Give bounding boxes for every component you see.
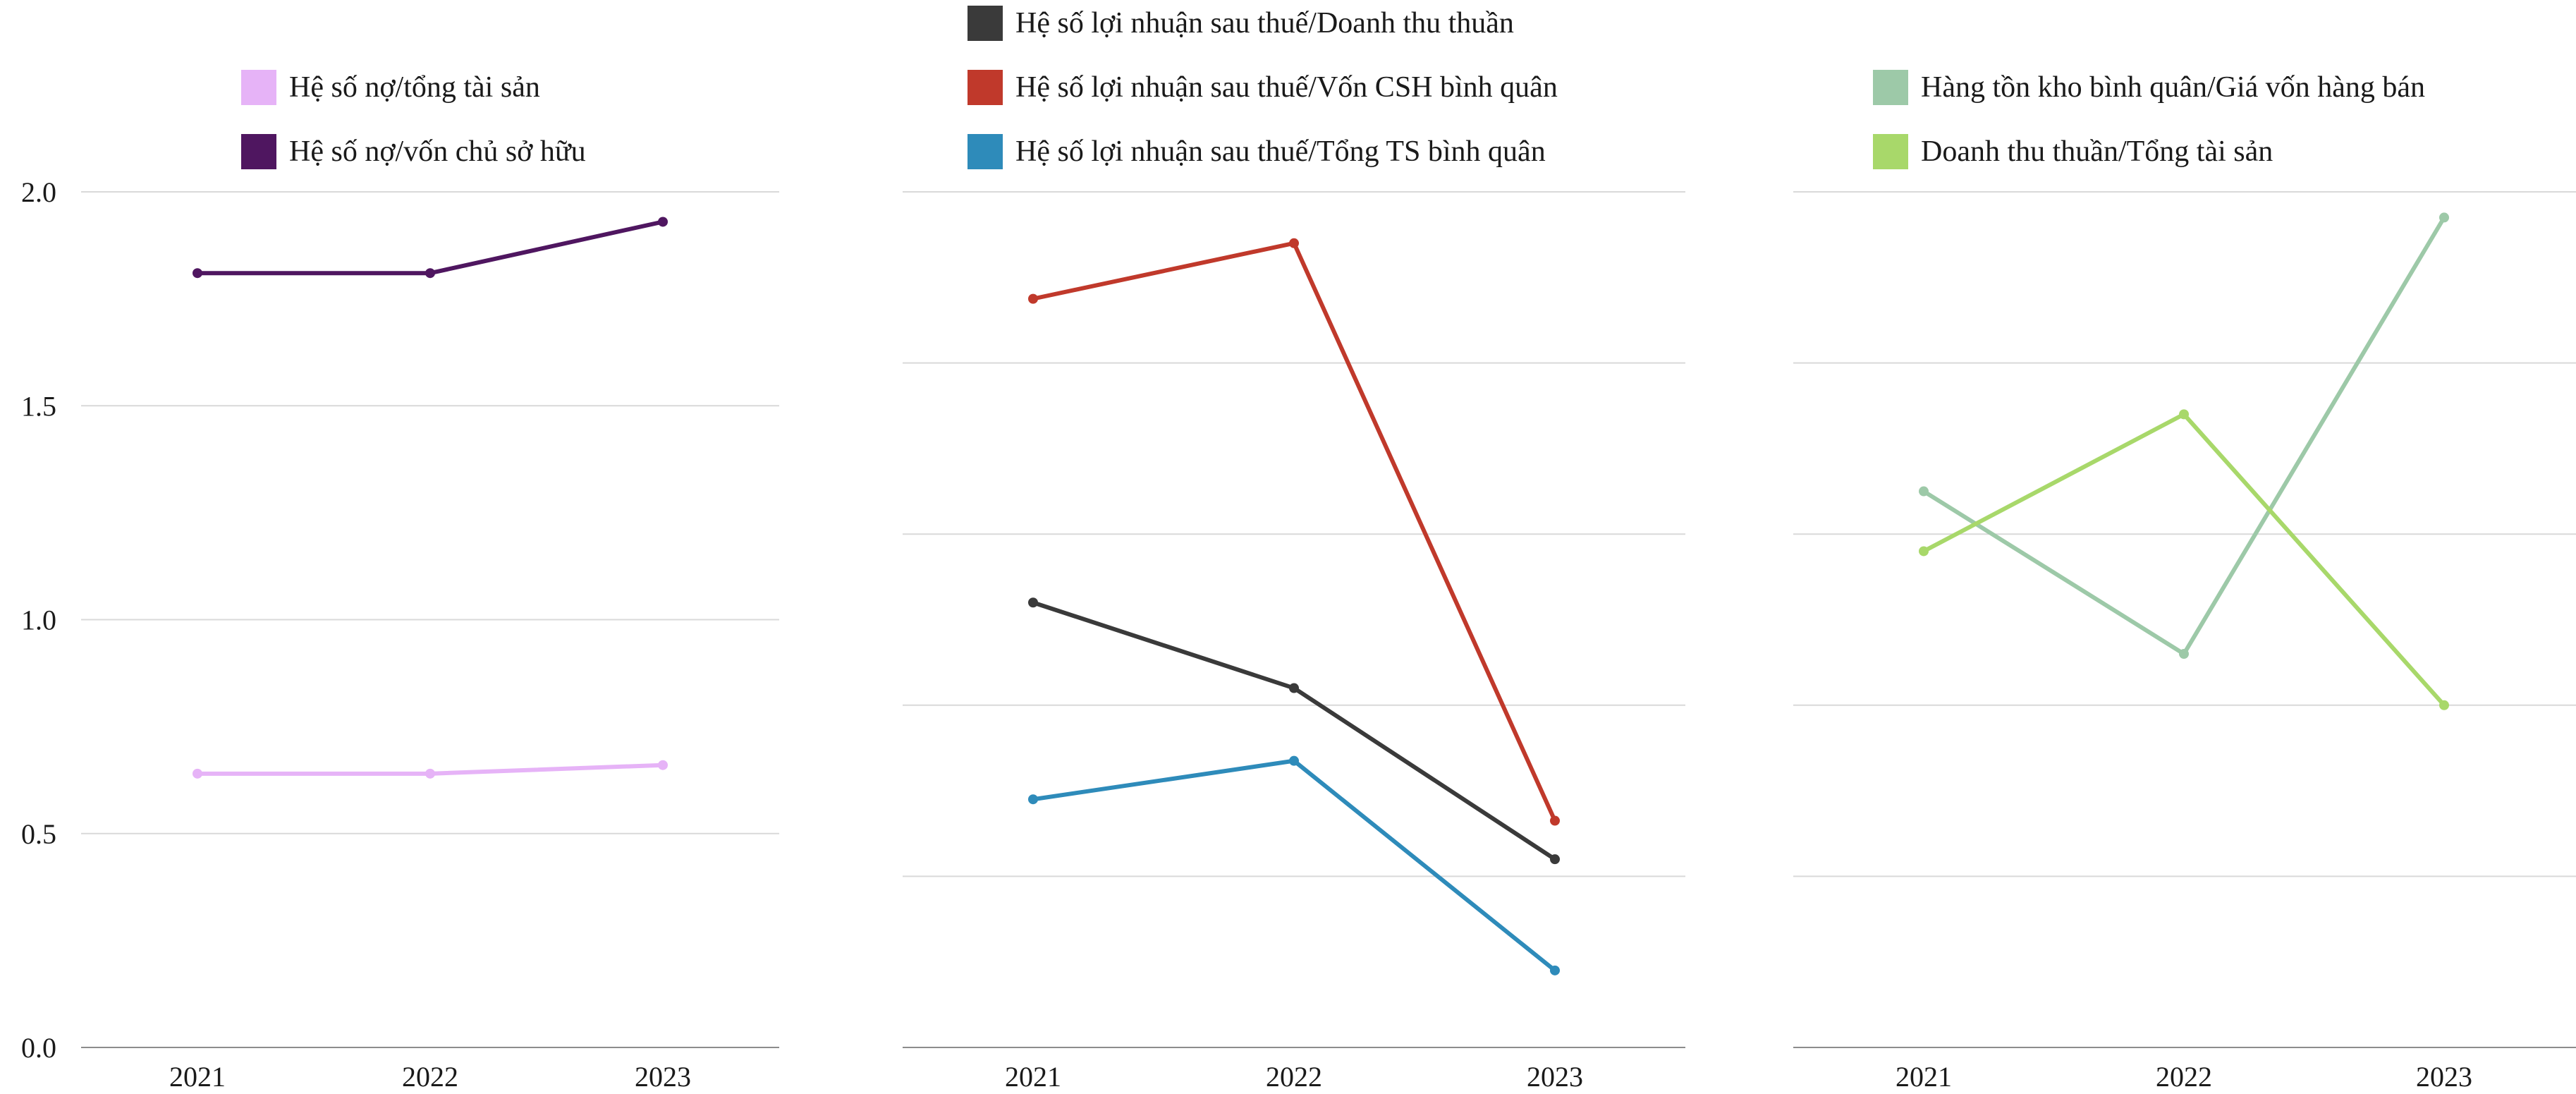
legend-swatch	[241, 134, 276, 169]
legend-swatch	[967, 134, 1003, 169]
chart-panel-1: 0.0 0.5 1.0 1.5 2.0 2021 2022 2023 Hệ số nợ/tổng…	[21, 70, 779, 1093]
x-tick-label: 2022	[1266, 1061, 1322, 1090]
chart-panel-2: 2021 2022 2023 Hệ số lợi nhuận sau thuế/Doa…	[903, 6, 1685, 1093]
x-tick-label: 2023	[2416, 1061, 2472, 1090]
data-point	[2179, 649, 2189, 660]
x-tick-label: 2021	[1005, 1061, 1061, 1090]
data-point	[658, 217, 668, 227]
data-point	[1028, 794, 1038, 805]
legend-swatch	[1873, 70, 1908, 105]
legend-label: Hệ số lợi nhuận sau thuế/Doanh thu thuần	[1015, 7, 1514, 39]
x-tick-label: 2021	[169, 1061, 226, 1090]
legend-label: Doanh thu thuần/Tổng tài sản	[1921, 135, 2273, 168]
x-tick-label: 2023	[635, 1061, 691, 1090]
y-tick-label: 2.0	[21, 176, 56, 208]
data-point	[1550, 854, 1560, 865]
series-line	[1922, 412, 2446, 707]
x-tick-label: 2022	[2156, 1061, 2212, 1090]
chart-panel-3: 2021 2022 2023 Hàng tồn kho bình quân/Giá v…	[1793, 70, 2576, 1093]
legend-label: Hệ số nợ/tổng tài sản	[289, 71, 540, 104]
x-tick-label: 2021	[1896, 1061, 1952, 1090]
y-tick-label: 0.5	[21, 818, 56, 850]
data-point	[425, 768, 435, 779]
data-point	[2179, 409, 2189, 420]
x-tick-label: 2023	[1527, 1061, 1583, 1090]
data-point	[1550, 965, 1560, 976]
legend-swatch	[967, 6, 1003, 41]
data-point	[193, 268, 202, 279]
legend-label: Hàng tồn kho bình quân/Giá vốn hàng bán	[1921, 71, 2425, 104]
x-tick-label: 2022	[402, 1061, 458, 1090]
legend-swatch	[967, 70, 1003, 105]
data-point	[425, 268, 435, 279]
series-line	[197, 219, 664, 276]
data-point	[2439, 700, 2449, 710]
series-line	[1922, 216, 2446, 657]
legend-label: Hệ số lợi nhuận sau thuế/Vốn CSH bình qu…	[1015, 71, 1558, 104]
series-line	[1032, 758, 1556, 973]
data-point	[1028, 293, 1038, 304]
y-tick-label: 1.0	[21, 604, 56, 636]
legend-swatch	[241, 70, 276, 105]
data-point	[658, 760, 668, 770]
data-point	[1289, 755, 1299, 766]
legend-swatch	[1873, 134, 1908, 169]
data-point	[1919, 546, 1929, 557]
data-point	[1289, 683, 1299, 693]
legend-label: Hệ số nợ/vốn chủ sở hữu	[289, 135, 586, 168]
data-point	[1550, 815, 1560, 826]
series-line	[1032, 241, 1557, 822]
y-tick-label: 1.5	[21, 390, 56, 422]
y-tick-label: 0.0	[21, 1032, 56, 1064]
data-point	[193, 768, 202, 779]
data-point	[1919, 486, 1929, 497]
series-line	[1032, 600, 1556, 861]
legend-label: Hệ số lợi nhuận sau thuế/Tổng TS bình qu…	[1015, 135, 1546, 168]
data-point	[1289, 238, 1299, 248]
data-point	[1028, 597, 1038, 608]
data-point	[2439, 212, 2449, 223]
